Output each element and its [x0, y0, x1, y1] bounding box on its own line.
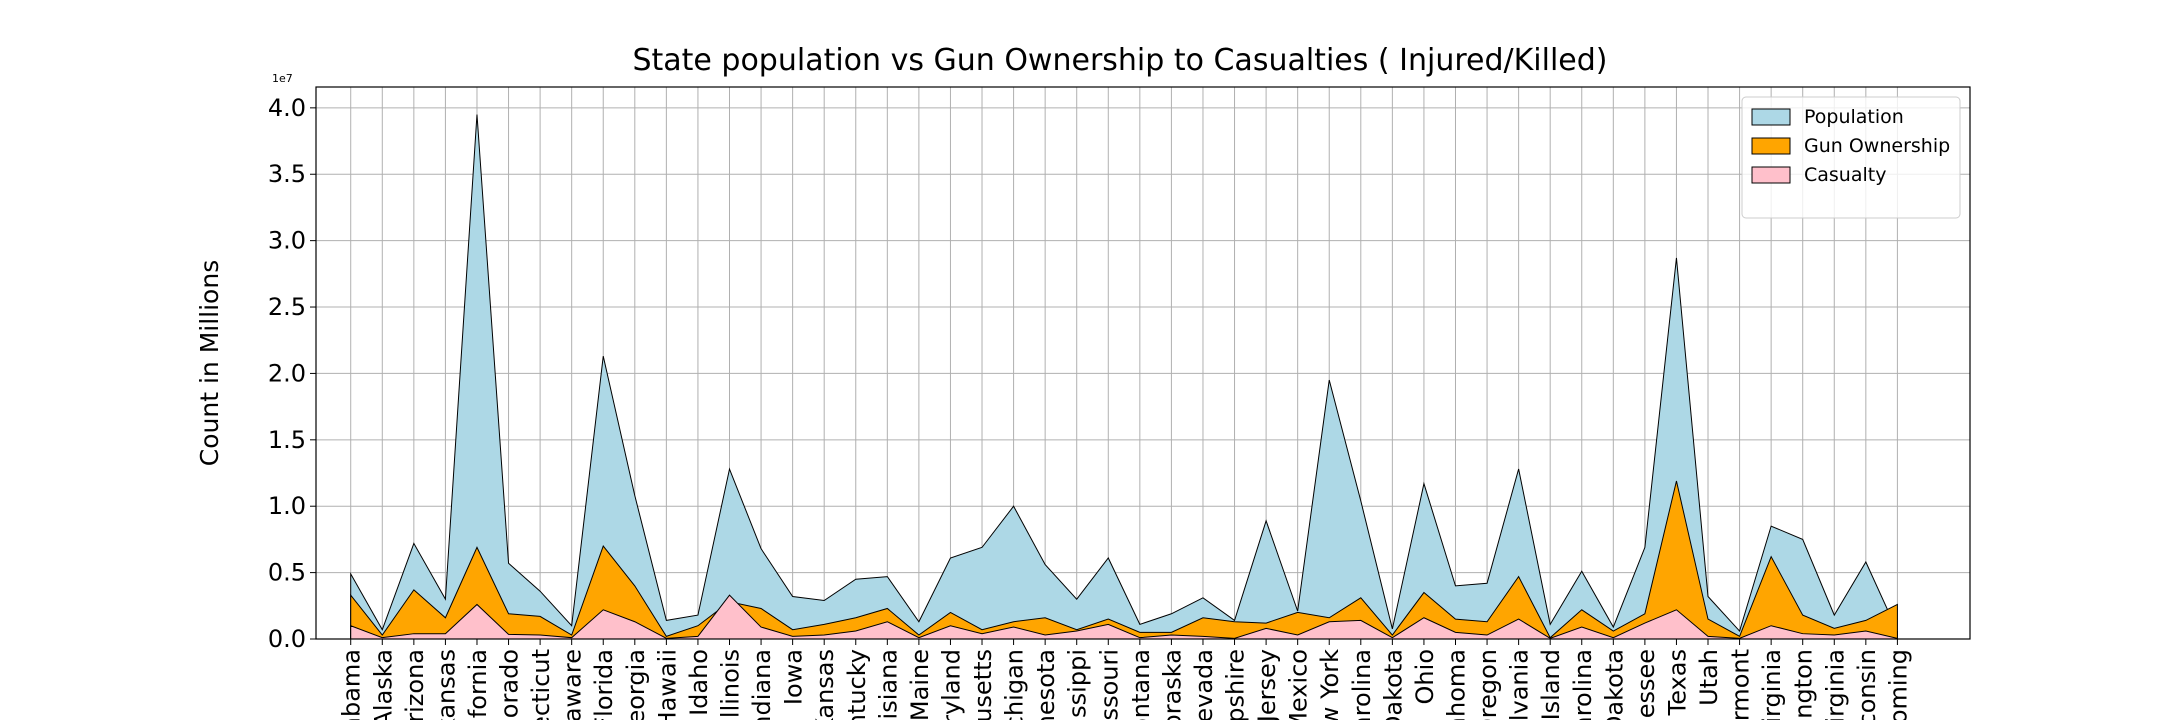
area — [350, 594, 1898, 640]
x-tick-label: Mississippi — [1064, 649, 1092, 720]
legend-swatch — [1751, 108, 1791, 126]
chart-title: State population vs Gun Ownership to Cas… — [632, 43, 1607, 78]
x-tick-label: Vermont — [1727, 649, 1755, 720]
y-tick-label: 0.5 — [268, 559, 306, 587]
x-tick-label: Nevada — [1190, 649, 1218, 720]
x-tick-label: Nebraska — [1158, 649, 1186, 720]
x-tick-label: New Hampshire — [1222, 649, 1250, 720]
x-tick-label: North Carolina — [1348, 649, 1376, 720]
x-tick-label: Virginia — [1758, 649, 1786, 720]
x-tick-label: Georgia — [622, 649, 650, 720]
plot-frame — [315, 86, 1971, 640]
x-tick-label: Kansas — [811, 649, 839, 720]
x-tick-label: Maine — [906, 649, 934, 720]
x-tick-label: Florida — [590, 649, 618, 720]
legend-label: Gun Ownership — [1804, 135, 1950, 157]
x-tick-label: Utah — [1695, 649, 1723, 706]
x-tick-label: New York — [1316, 649, 1344, 720]
y-tick-label: 1.5 — [268, 426, 306, 454]
x-tick-label: Maryland — [937, 649, 965, 720]
x-tick-label: Louisiana — [874, 649, 902, 720]
legend-label: Population — [1804, 106, 1904, 128]
y-tick-label: 2.0 — [268, 359, 306, 387]
x-tick-label: Alabama — [338, 649, 366, 720]
y-tick-label: 3.5 — [268, 160, 306, 188]
x-tick-label: Arizona — [401, 649, 429, 720]
x-tick-label: Hawaii — [653, 649, 681, 720]
legend-box — [1741, 96, 1961, 219]
x-tick-label: Massachusetts — [969, 649, 997, 720]
x-tick-label: Indiana — [748, 649, 776, 720]
x-tick-label: North Dakota — [1379, 649, 1407, 720]
legend-swatch — [1751, 166, 1791, 184]
x-tick-label: Tennessee — [1632, 649, 1660, 720]
x-tick-label: South Dakota — [1600, 649, 1628, 720]
x-tick-label: Texas — [1663, 649, 1691, 716]
x-tick-label: Delaware — [559, 649, 587, 720]
y-offset-label: 1e7 — [272, 72, 293, 85]
x-tick-label: California — [464, 649, 492, 720]
x-tick-label: Connecticut — [527, 649, 555, 720]
x-tick-label: Colorado — [496, 649, 524, 720]
y-tick-label: 1.0 — [268, 492, 306, 520]
y-tick-label: 2.5 — [268, 293, 306, 321]
x-tick-label: Wisconsin — [1853, 649, 1881, 720]
area — [350, 480, 1898, 640]
x-tick-label: New Mexico — [1285, 649, 1313, 720]
x-tick-label: Pennsylvania — [1506, 649, 1534, 720]
x-tick-label: New Jersey — [1253, 649, 1281, 720]
x-tick-label: Alaska — [369, 649, 397, 720]
x-tick-label: Oregon — [1474, 649, 1502, 720]
x-tick-label: Arkansas — [432, 649, 460, 720]
x-tick-label: Washington — [1790, 649, 1818, 720]
x-tick-label: Illinois — [717, 649, 745, 720]
x-tick-label: Iowa — [780, 649, 808, 705]
area — [350, 114, 1898, 640]
x-tick-label: Rhode Island — [1537, 649, 1565, 720]
x-tick-label: Wyoming — [1884, 649, 1912, 720]
x-tick-label: Kentucky — [843, 649, 871, 720]
y-tick-label: 0.0 — [268, 625, 306, 653]
x-tick-label: West Virginia — [1821, 649, 1849, 720]
x-tick-label: Michigan — [1001, 649, 1029, 720]
legend-swatch — [1751, 137, 1791, 155]
y-tick-label: 4.0 — [268, 94, 306, 122]
x-tick-label: Ohio — [1411, 649, 1439, 704]
x-tick-label: Montana — [1127, 649, 1155, 720]
x-tick-label: Missouri — [1095, 649, 1123, 720]
y-tick-label: 3.0 — [268, 227, 306, 255]
x-tick-label: Minnesota — [1032, 649, 1060, 720]
x-tick-label: Oklahoma — [1442, 649, 1470, 720]
legend-label: Casualty — [1804, 164, 1886, 186]
x-tick-label: Idaho — [685, 649, 713, 716]
x-tick-label: South Carolina — [1569, 649, 1597, 720]
y-axis-label: Count in Millions — [195, 260, 224, 466]
